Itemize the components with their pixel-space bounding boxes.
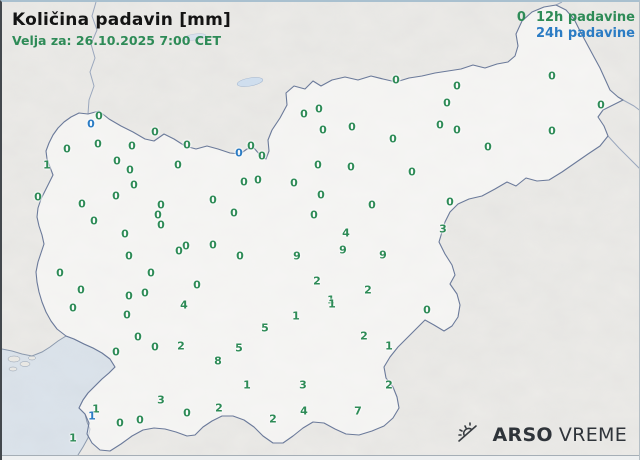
legend-item-12h[interactable]: 0 12h padavine — [517, 10, 635, 26]
vreme-label: VREME — [558, 424, 627, 446]
branding: ARSO VREME — [455, 420, 627, 450]
alpine-lakes — [183, 33, 264, 87]
legend-12h-label: 12h padavine — [535, 10, 635, 25]
legend-24h-label: 24h padavine — [535, 26, 635, 41]
legend-item-24h[interactable]: 24h padavine — [517, 26, 635, 42]
neighbour-borders — [87, 2, 639, 169]
legend: 0 12h padavine 24h padavine — [517, 10, 635, 42]
lagoon-islands — [7, 355, 36, 372]
arso-label: ARSO — [492, 424, 553, 446]
weather-sun-icon — [455, 420, 481, 450]
slovenia-border — [35, 4, 624, 452]
arso-vreme-logo-text: ARSO VREME — [493, 424, 627, 446]
bottom-frame — [2, 455, 639, 460]
legend-sample-value: 0 — [516, 10, 526, 25]
